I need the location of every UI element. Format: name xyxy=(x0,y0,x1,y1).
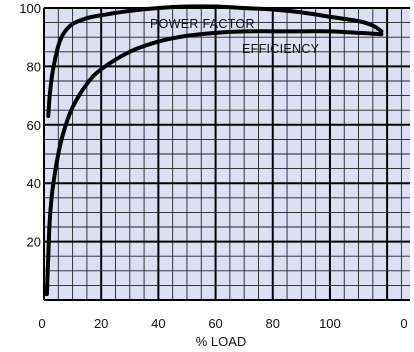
series-label-power-factor: POWER FACTOR xyxy=(150,17,255,31)
x-tick-label: 0 xyxy=(400,316,407,331)
x-tick-label: 100 xyxy=(319,316,341,331)
x-tick-label: 80 xyxy=(266,316,280,331)
x-tick-label: 20 xyxy=(94,316,108,331)
y-tick-label: 40 xyxy=(27,176,41,191)
x-tick-label: 40 xyxy=(151,316,165,331)
y-tick-label: 80 xyxy=(27,59,41,74)
y-tick-label: 60 xyxy=(27,118,41,133)
x-tick-label: 0 xyxy=(38,316,45,331)
curves xyxy=(44,4,384,297)
power-factor-curve xyxy=(46,4,384,119)
y-tick-label: 100 xyxy=(19,1,41,16)
x-axis-label: % LOAD xyxy=(196,334,247,349)
grid xyxy=(43,7,410,301)
x-tick-label: 60 xyxy=(208,316,222,331)
y-tick-label: 20 xyxy=(27,235,41,250)
efficiency-curve xyxy=(44,29,384,297)
series-label-efficiency: EFFICIENCY xyxy=(242,42,320,56)
tick-labels: 0 20 40 60 80 100 0 20 40 60 80 100 xyxy=(19,1,407,331)
